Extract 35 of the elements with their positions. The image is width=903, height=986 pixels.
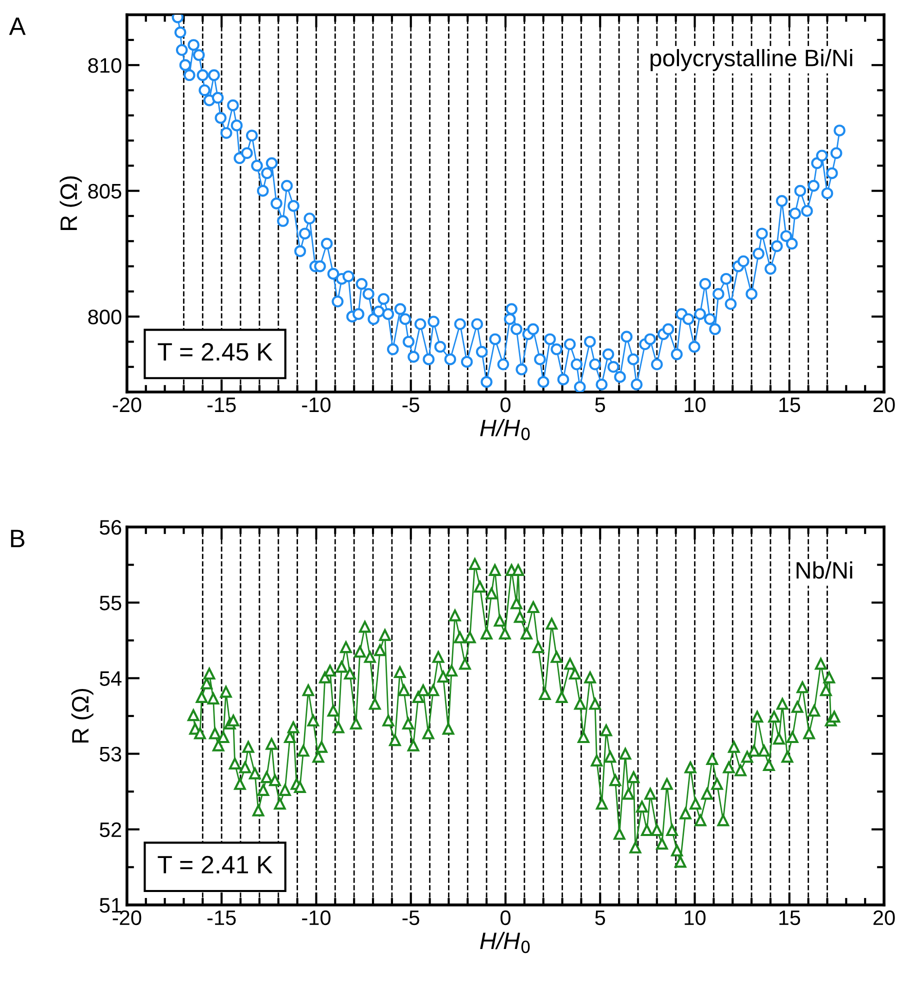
y-axis-title: R (Ω) bbox=[71, 688, 94, 743]
x-axis-title: H/H$_{0}$ bbox=[480, 418, 530, 440]
x-axis-title: H/H$_{0}$ bbox=[480, 932, 530, 954]
annotation: polycrystalline Bi/Ni bbox=[650, 49, 852, 72]
y-tick-label: 52 bbox=[100, 822, 122, 838]
x-tick-label: -15 bbox=[207, 398, 236, 412]
x-tick-label: 20 bbox=[874, 910, 895, 926]
text: A bbox=[9, 18, 26, 35]
y-tick-label: 805 bbox=[88, 184, 122, 199]
x-tick-label: 15 bbox=[779, 910, 800, 926]
x-tick-label: -5 bbox=[402, 398, 420, 412]
x-tick-label: 5 bbox=[595, 398, 606, 412]
x-tick-label: 20 bbox=[874, 397, 895, 412]
x-tick-label: -20 bbox=[112, 397, 142, 412]
x-tick-label: 10 bbox=[684, 397, 706, 412]
x-tick-label: -15 bbox=[207, 910, 236, 926]
y-tick-label: 810 bbox=[88, 58, 122, 73]
x-tick-label: 5 bbox=[595, 910, 606, 926]
annotation: T = 2.45 K bbox=[158, 342, 273, 361]
y-tick-label: 55 bbox=[100, 596, 122, 610]
x-tick-label: -10 bbox=[302, 397, 330, 412]
x-tick-label: -5 bbox=[402, 910, 420, 926]
x-tick-label: -10 bbox=[302, 910, 330, 926]
y-axis-title: R (Ω) bbox=[60, 176, 82, 230]
x-tick-label: 0 bbox=[500, 397, 510, 412]
y-tick-label: 54 bbox=[100, 671, 122, 686]
y-tick-label: 56 bbox=[100, 520, 122, 535]
x-tick-label: 0 bbox=[500, 910, 510, 926]
y-tick-label: 800 bbox=[88, 310, 122, 324]
annotation: T = 2.41 K bbox=[158, 856, 273, 874]
y-tick-label: 53 bbox=[100, 746, 122, 762]
annotation: Nb/Ni bbox=[796, 561, 852, 579]
x-tick-label: 10 bbox=[684, 910, 706, 926]
text: B bbox=[11, 530, 24, 548]
x-tick-label: 15 bbox=[779, 398, 800, 412]
